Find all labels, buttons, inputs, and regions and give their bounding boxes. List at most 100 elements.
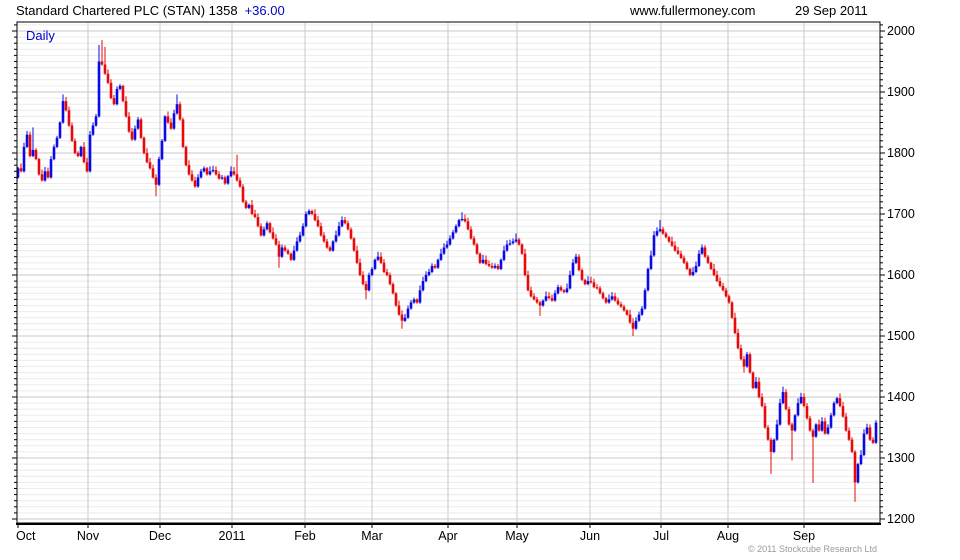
candle-body <box>355 250 359 263</box>
y-axis-label: 2000 <box>887 24 915 38</box>
candle-body <box>415 299 419 303</box>
candle-body <box>541 300 545 306</box>
candle-body <box>211 170 215 172</box>
candle-body <box>778 403 782 425</box>
candle-body <box>445 244 449 248</box>
candle-body <box>103 64 107 74</box>
candle-body <box>640 308 644 315</box>
candle-body <box>667 237 671 242</box>
chart-date: 29 Sep 2011 <box>795 3 868 18</box>
x-axis-label: Dec <box>149 529 171 543</box>
candle-body <box>397 305 401 315</box>
candle-body <box>277 244 281 257</box>
candle-body <box>412 299 416 303</box>
candle-body <box>610 296 614 300</box>
candle-body <box>217 174 221 179</box>
candle-body <box>604 298 608 303</box>
candle-body <box>796 403 800 416</box>
candle-body <box>208 171 212 175</box>
candle-body <box>451 232 455 239</box>
candle-body <box>691 271 695 275</box>
candle-body <box>703 247 707 257</box>
candle-body <box>544 296 548 301</box>
candle-body <box>121 85 125 102</box>
candle-body <box>754 381 758 388</box>
candle-body <box>493 265 497 268</box>
candle-body <box>124 101 128 117</box>
candle-body <box>850 439 854 452</box>
candle-body <box>709 262 713 269</box>
candle-body <box>769 439 773 452</box>
candle-body <box>532 296 536 300</box>
candle-body <box>775 424 779 440</box>
candle-body <box>622 306 626 311</box>
candle-body <box>499 259 503 269</box>
candle-body <box>337 226 341 236</box>
candle-body <box>757 381 761 398</box>
candle-body <box>148 162 152 169</box>
candle-body <box>418 290 422 303</box>
candle-body <box>28 134 32 157</box>
y-axis-label: 1800 <box>887 146 915 160</box>
candle-body <box>94 116 98 126</box>
candle-body <box>115 88 119 105</box>
candle-body <box>109 82 113 99</box>
interval-label: Daily <box>26 28 55 43</box>
candle-body <box>760 397 764 407</box>
candle-body <box>424 275 428 282</box>
candle-body <box>274 238 278 245</box>
y-axis-label: 1400 <box>887 390 915 404</box>
candle-body <box>25 134 29 147</box>
candle-body <box>343 220 347 224</box>
candle-body <box>376 256 380 260</box>
candle-body <box>361 275 365 285</box>
x-axis-label: Feb <box>294 529 316 543</box>
candle-body <box>727 296 731 303</box>
candle-body <box>673 245 677 251</box>
candle-body <box>76 153 80 157</box>
candle-body <box>808 418 812 431</box>
x-axis-label: Mar <box>361 529 383 543</box>
candle-body <box>97 61 101 117</box>
candle-body <box>142 137 146 154</box>
candle-body <box>391 284 395 294</box>
candle-body <box>697 253 701 266</box>
candle-body <box>811 430 815 437</box>
candle-body <box>517 239 521 245</box>
x-axis-label: Aug <box>717 529 739 543</box>
candle-body <box>790 424 794 431</box>
candle-body <box>595 287 599 289</box>
candle-body <box>823 421 827 434</box>
candle-body <box>223 177 227 184</box>
candle-body <box>220 177 224 179</box>
candle-body <box>712 268 716 275</box>
candle-body <box>196 177 200 187</box>
candle-body <box>829 415 833 428</box>
candle-body <box>118 85 122 89</box>
candle-body <box>79 146 83 157</box>
candle-body <box>229 171 233 177</box>
candle-body <box>511 241 515 244</box>
candle-body <box>49 159 53 178</box>
candle-body <box>646 268 650 291</box>
candle-body <box>574 256 578 263</box>
candle-body <box>394 293 398 306</box>
candle-body <box>652 235 656 256</box>
candle-body <box>460 218 464 221</box>
candle-body <box>826 427 830 434</box>
candle-body <box>346 223 350 230</box>
candle-body <box>301 226 305 236</box>
candle-body <box>583 279 587 285</box>
candle-body <box>616 300 620 305</box>
candle-body <box>226 176 230 184</box>
candle-body <box>847 430 851 440</box>
candle-body <box>430 265 434 272</box>
candle-body <box>127 116 131 132</box>
candle-body <box>529 290 533 297</box>
candle-body <box>130 131 134 140</box>
candle-body <box>205 168 209 175</box>
candle-body <box>250 204 254 214</box>
candle-body <box>385 271 389 275</box>
candle-body <box>406 308 410 318</box>
candle-body <box>805 406 809 419</box>
